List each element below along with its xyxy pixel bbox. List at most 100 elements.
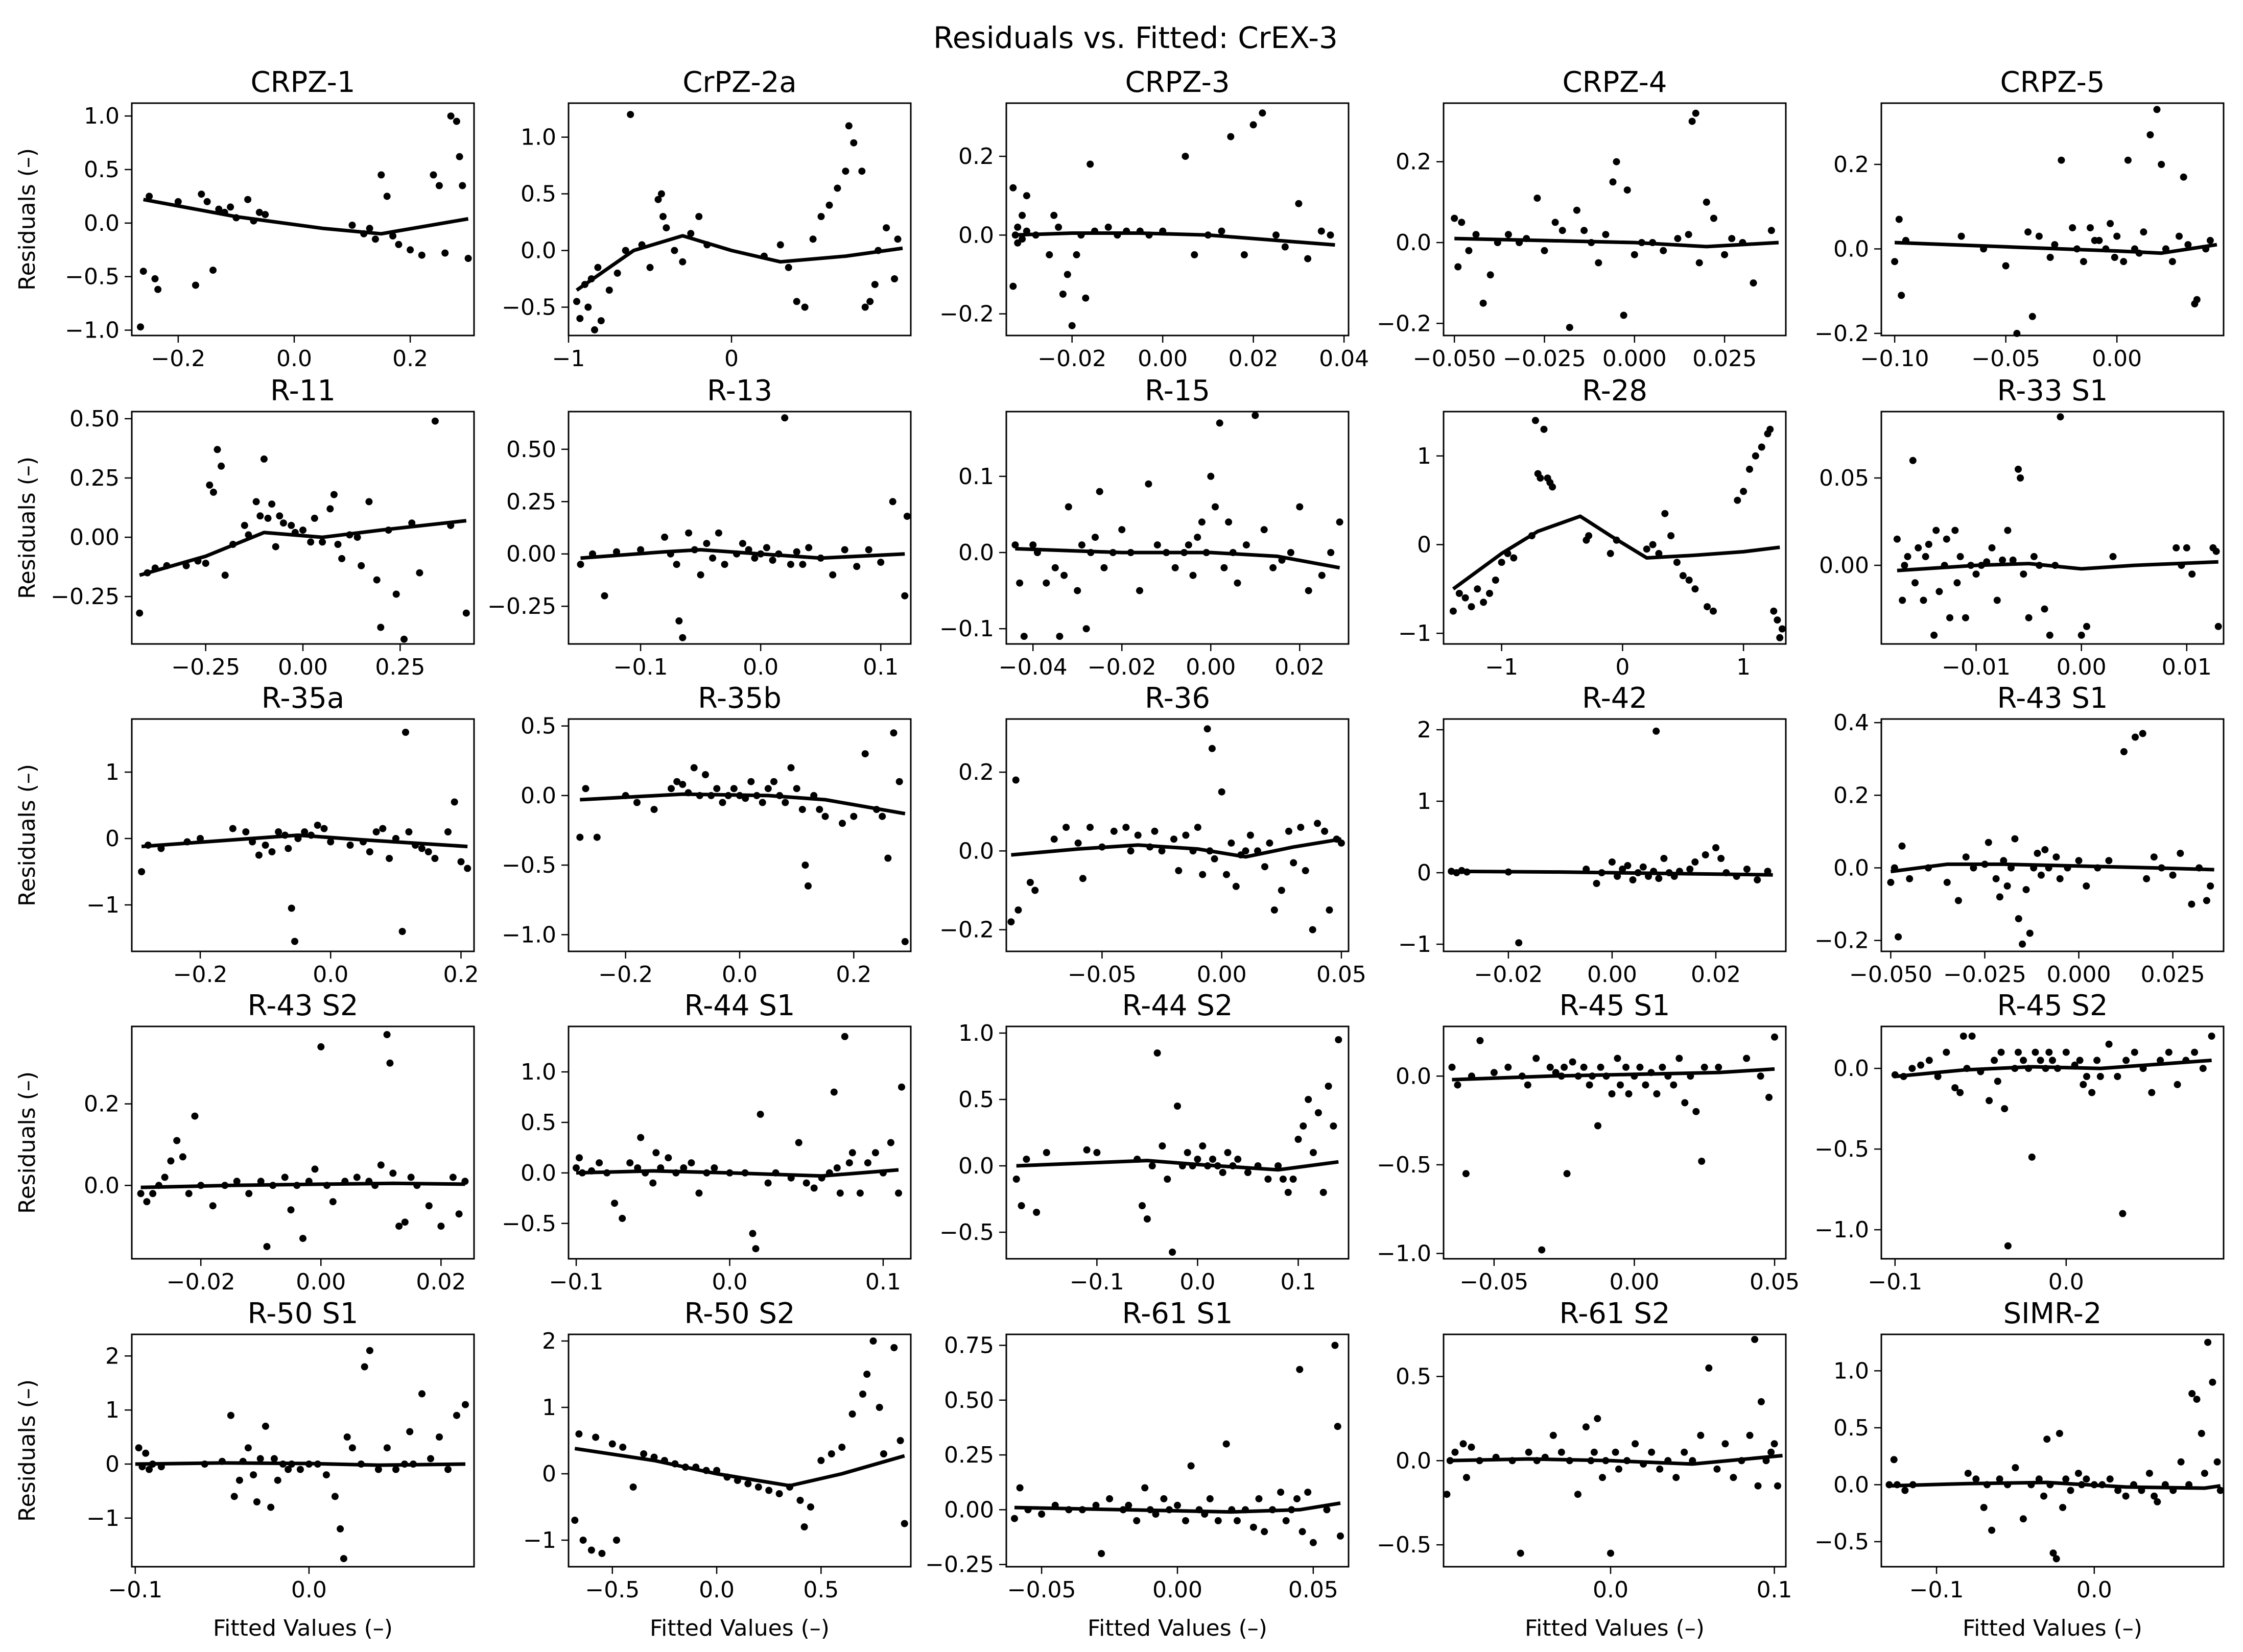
data-point — [898, 1083, 905, 1091]
data-point — [149, 1190, 157, 1198]
data-point — [1917, 1061, 1925, 1069]
panel-title: CRPZ-4 — [1563, 66, 1667, 99]
data-point — [395, 241, 403, 248]
data-point — [864, 1159, 871, 1167]
axes-frame — [131, 718, 475, 952]
data-point — [447, 112, 455, 120]
data-point — [2201, 1470, 2208, 1477]
data-point — [1490, 1069, 1498, 1076]
data-point — [1906, 875, 1914, 882]
data-point — [1751, 1335, 1759, 1343]
data-point — [229, 825, 237, 832]
trend-line — [576, 1168, 899, 1178]
panel-title: R-35b — [698, 682, 782, 715]
data-point — [371, 235, 379, 243]
data-point — [2093, 1057, 2101, 1064]
data-point — [2140, 228, 2147, 236]
data-point — [711, 1164, 718, 1171]
x-tick-label: 0.025 — [2141, 962, 2205, 988]
data-point — [1310, 1149, 1317, 1156]
data-point — [1623, 186, 1631, 194]
data-point — [191, 1112, 199, 1120]
x-tick-label: 0.0 — [743, 654, 778, 680]
data-point — [301, 828, 309, 835]
data-point — [154, 285, 162, 293]
x-tick-label: 0.02 — [1229, 346, 1279, 372]
data-point — [861, 750, 869, 758]
data-point — [1093, 1149, 1101, 1156]
data-point — [1104, 223, 1112, 231]
x-tick-label: −0.2 — [151, 346, 205, 372]
data-point — [2045, 1048, 2053, 1056]
trend-line — [576, 234, 903, 292]
data-point — [377, 624, 385, 631]
data-point — [1092, 534, 1099, 541]
data-point — [834, 184, 841, 192]
data-point — [1443, 1491, 1451, 1498]
data-point — [1697, 1431, 1705, 1439]
data-point — [1012, 776, 1020, 784]
data-point — [1279, 1176, 1287, 1183]
data-point — [1517, 1549, 1524, 1557]
data-point — [389, 1169, 397, 1177]
data-point — [859, 1391, 866, 1398]
data-point — [2146, 131, 2154, 138]
data-point — [1296, 1366, 1304, 1373]
data-point — [1661, 510, 1669, 517]
data-point — [817, 1457, 825, 1464]
data-point — [1660, 855, 1668, 862]
data-point — [715, 529, 722, 537]
x-tick-label: −0.1 — [1868, 1269, 1922, 1295]
data-point — [665, 1154, 672, 1162]
axes-frame — [1005, 411, 1350, 645]
data-point — [2076, 1057, 2084, 1064]
axes-frame — [1443, 102, 1787, 337]
data-point — [1185, 541, 1192, 549]
x-tick-label: 0.00 — [1197, 962, 1247, 988]
data-point — [2025, 614, 2033, 621]
y-axis-label: Residuals (–) — [14, 1071, 40, 1214]
x-tick-label: 0.00 — [1186, 654, 1236, 680]
data-point — [1309, 926, 1316, 933]
data-point — [2165, 1048, 2173, 1056]
x-tick-label: 0.5 — [803, 1577, 839, 1603]
data-point — [2074, 1470, 2082, 1477]
y-tick-label: 1.0 — [1833, 1358, 1869, 1384]
data-point — [673, 778, 681, 785]
data-point — [2173, 544, 2180, 552]
data-point — [841, 1033, 848, 1040]
panel-r-15: R-15 −0.04 −0.02 0.00 0.02 −0.1 0.0 0.1 — [939, 374, 1350, 680]
data-point — [2145, 1470, 2153, 1477]
y-tick-label: −0.5 — [502, 1211, 556, 1237]
data-point — [594, 264, 602, 271]
y-tick-label: 0.2 — [1833, 782, 1869, 808]
data-point — [2080, 258, 2087, 266]
data-point — [802, 1179, 810, 1187]
data-point — [1455, 590, 1463, 597]
x-tick-label: 1 — [1736, 654, 1751, 680]
data-point — [1068, 322, 1076, 329]
data-point — [1212, 503, 1219, 511]
data-point — [268, 500, 276, 508]
data-point — [383, 1444, 391, 1452]
data-point — [1614, 1055, 1621, 1062]
data-point — [793, 298, 800, 305]
data-point — [1721, 1440, 1729, 1448]
data-point — [1698, 1158, 1706, 1165]
data-point — [288, 521, 295, 529]
y-tick-label: −1 — [523, 1527, 556, 1553]
data-point — [151, 275, 159, 282]
data-point — [1743, 1055, 1751, 1062]
data-point — [829, 571, 837, 579]
data-point — [1127, 847, 1135, 855]
data-point — [877, 559, 885, 566]
data-point — [841, 546, 848, 554]
x-tick-label: −0.05 — [1459, 1269, 1528, 1295]
data-point — [1980, 1504, 1988, 1511]
data-point — [209, 1202, 217, 1210]
data-point — [389, 232, 396, 240]
data-point — [576, 1154, 583, 1162]
data-point — [1679, 572, 1687, 580]
data-point — [584, 303, 592, 311]
y-tick-label: −0.5 — [502, 852, 556, 878]
